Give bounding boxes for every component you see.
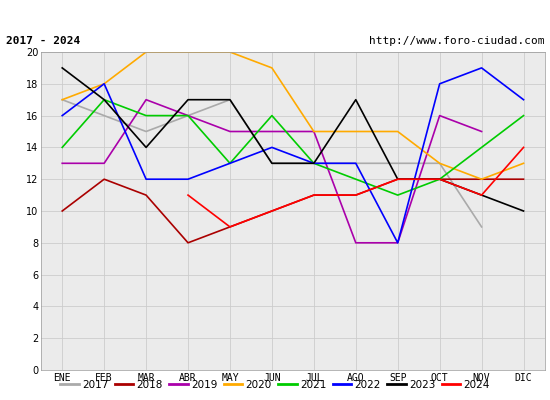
Text: Evolucion del paro registrado en Belver de los Montes: Evolucion del paro registrado en Belver … — [68, 8, 482, 22]
Legend: 2017, 2018, 2019, 2020, 2021, 2022, 2023, 2024: 2017, 2018, 2019, 2020, 2021, 2022, 2023… — [56, 376, 494, 394]
Text: http://www.foro-ciudad.com: http://www.foro-ciudad.com — [369, 36, 544, 46]
Text: 2017 - 2024: 2017 - 2024 — [6, 36, 80, 46]
